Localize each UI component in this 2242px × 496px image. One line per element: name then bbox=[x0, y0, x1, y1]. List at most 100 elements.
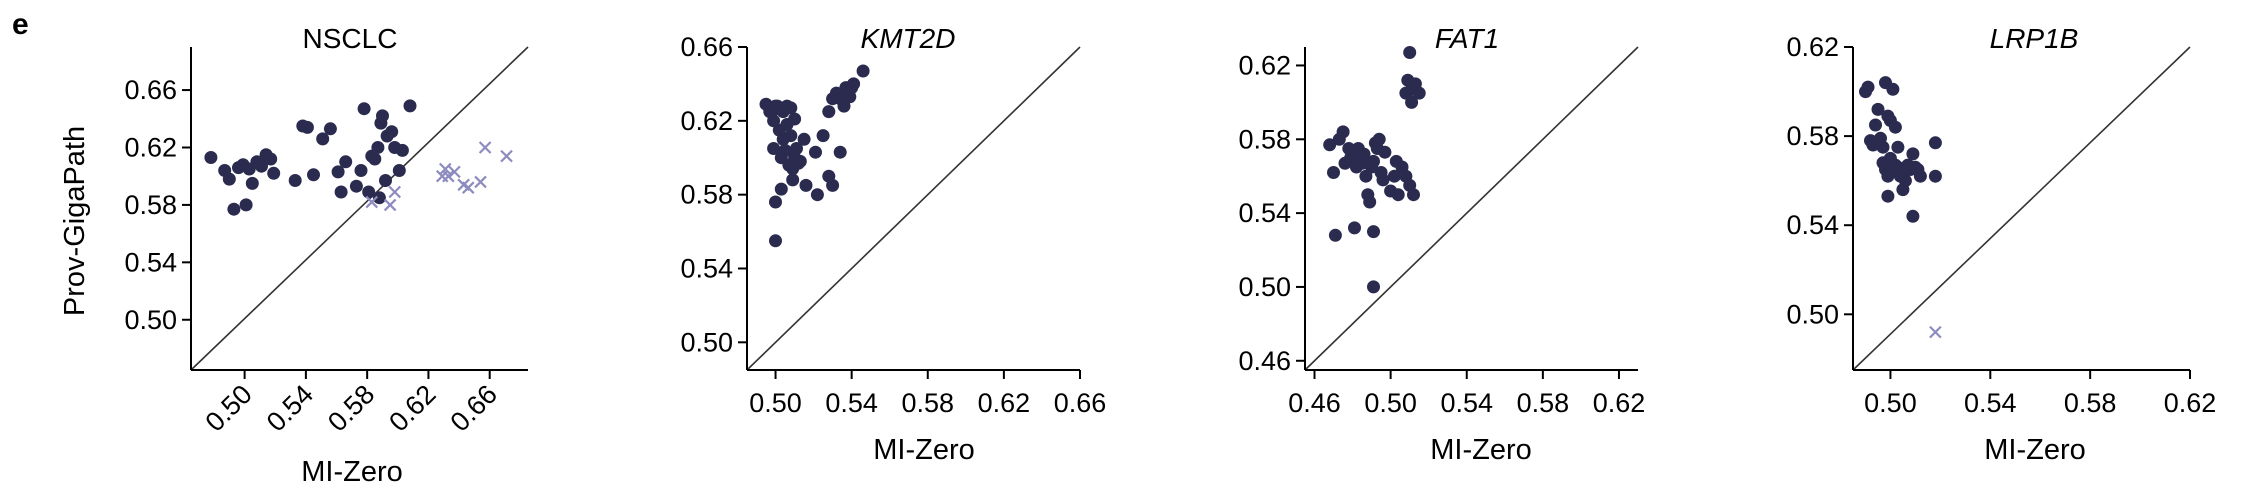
chart-panel-fat1: FAT1 0.46 0.50 0.54 0.58 0.62 0.46 0.50 0.54 0.5… bbox=[1238, 23, 1645, 466]
x-tick-label: 0.54 bbox=[1440, 388, 1493, 418]
identity-line bbox=[1852, 46, 2191, 371]
x-tick-label: 0.62 bbox=[2164, 388, 2217, 418]
data-point bbox=[1367, 154, 1380, 168]
data-point bbox=[1913, 169, 1927, 183]
x-tick-label: 0.46 bbox=[1288, 388, 1341, 418]
data-point bbox=[847, 77, 861, 91]
data-point bbox=[791, 156, 805, 170]
y-tick-label: 0.46 bbox=[1238, 346, 1291, 376]
data-point bbox=[1336, 125, 1350, 139]
y-tick-label: 0.54 bbox=[680, 253, 733, 283]
ticks-group: 0.46 0.50 0.54 0.58 0.62 0.46 0.50 0.54 0.58 0.62 bbox=[1238, 50, 1645, 418]
data-point bbox=[1928, 169, 1942, 183]
y-tick-label: 0.58 bbox=[124, 190, 177, 220]
data-point bbox=[856, 64, 870, 78]
y-tick-label: 0.66 bbox=[124, 75, 177, 105]
data-point bbox=[1928, 136, 1942, 150]
data-point bbox=[362, 185, 376, 199]
data-point bbox=[1403, 46, 1417, 59]
data-point bbox=[300, 120, 314, 134]
data-point bbox=[267, 166, 281, 180]
x-tick-label: 0.50 bbox=[1864, 388, 1917, 418]
data-point bbox=[1412, 86, 1426, 100]
y-tick-label: 0.58 bbox=[1786, 121, 1839, 151]
data-point bbox=[788, 112, 802, 126]
y-tick-label: 0.54 bbox=[1238, 198, 1291, 228]
data-point bbox=[379, 174, 392, 187]
data-point bbox=[1861, 80, 1875, 94]
data-point bbox=[1876, 140, 1890, 154]
y-tick-label: 0.50 bbox=[1238, 272, 1291, 302]
x-axis-label: MI-Zero bbox=[301, 456, 403, 488]
data-point bbox=[1891, 140, 1905, 154]
data-point bbox=[349, 179, 363, 193]
data-point bbox=[1906, 209, 1920, 223]
data-point bbox=[354, 164, 368, 177]
y-tick-label: 0.62 bbox=[680, 106, 733, 136]
x-tick-label: 0.50 bbox=[199, 379, 257, 437]
chart-title: FAT1 bbox=[1435, 23, 1499, 54]
chart-title: NSCLC bbox=[303, 23, 398, 54]
chart-panel-nsclc: NSCLC 0.50 0.54 0.58 0.62 0.660.500.540.580.… bbox=[59, 23, 529, 488]
data-point bbox=[837, 99, 851, 113]
data-point bbox=[809, 145, 822, 159]
data-point bbox=[227, 202, 241, 216]
data-point bbox=[1869, 118, 1882, 132]
identity-line bbox=[190, 46, 529, 371]
data-point bbox=[784, 129, 798, 143]
x-tick-label: 0.62 bbox=[383, 379, 441, 437]
x-tick-label: 0.58 bbox=[2064, 388, 2117, 418]
data-point bbox=[1327, 166, 1340, 179]
x-tick-label: 0.62 bbox=[1593, 388, 1646, 418]
data-point bbox=[395, 143, 409, 157]
data-point bbox=[778, 143, 792, 157]
x-tick-label: 0.66 bbox=[1054, 388, 1107, 418]
data-point bbox=[822, 169, 836, 183]
data-point-cross bbox=[365, 195, 379, 209]
ticks-group: 0.50 0.54 0.58 0.62 0.660.500.540.580.620.66 bbox=[124, 75, 503, 437]
data-point bbox=[1896, 183, 1910, 197]
data-point-cross bbox=[383, 198, 397, 212]
data-point bbox=[307, 168, 320, 182]
y-tick-label: 0.54 bbox=[1786, 210, 1839, 240]
x-tick-label: 0.58 bbox=[1517, 388, 1570, 418]
y-axis-label: Prov-GigaPath bbox=[59, 126, 91, 316]
x-tick-label: 0.58 bbox=[901, 388, 954, 418]
data-point bbox=[774, 182, 788, 196]
x-tick-label: 0.66 bbox=[445, 379, 503, 437]
y-tick-label: 0.50 bbox=[124, 305, 177, 335]
data-point bbox=[799, 178, 813, 192]
marks-group bbox=[204, 99, 513, 216]
data-point bbox=[392, 164, 406, 177]
data-point bbox=[1357, 147, 1371, 161]
marks-group bbox=[759, 64, 870, 248]
data-point bbox=[810, 188, 824, 202]
data-point bbox=[1391, 188, 1405, 202]
data-point bbox=[1906, 147, 1920, 161]
data-point-cross bbox=[500, 149, 513, 163]
panel-label: e bbox=[12, 8, 29, 41]
data-point bbox=[816, 129, 830, 143]
data-point bbox=[1405, 95, 1419, 109]
data-point bbox=[204, 151, 218, 164]
x-axis-label: MI-Zero bbox=[873, 434, 975, 466]
data-point-cross bbox=[442, 169, 455, 183]
data-point bbox=[1328, 228, 1342, 242]
data-point-cross bbox=[474, 175, 487, 189]
data-point bbox=[769, 234, 782, 248]
data-point bbox=[385, 125, 399, 139]
y-tick-label: 0.62 bbox=[1786, 32, 1839, 62]
data-point bbox=[245, 176, 259, 190]
data-point bbox=[822, 105, 836, 119]
x-axis-label: MI-Zero bbox=[1430, 434, 1532, 466]
y-tick-label: 0.62 bbox=[1238, 50, 1291, 80]
x-tick-label: 0.50 bbox=[749, 388, 802, 418]
marks-group bbox=[1323, 46, 1426, 294]
marks-group bbox=[1859, 76, 1942, 339]
x-tick-label: 0.54 bbox=[261, 379, 319, 437]
data-point bbox=[323, 122, 337, 136]
y-tick-label: 0.62 bbox=[124, 132, 177, 162]
data-point bbox=[1886, 82, 1900, 96]
data-point bbox=[222, 172, 236, 186]
